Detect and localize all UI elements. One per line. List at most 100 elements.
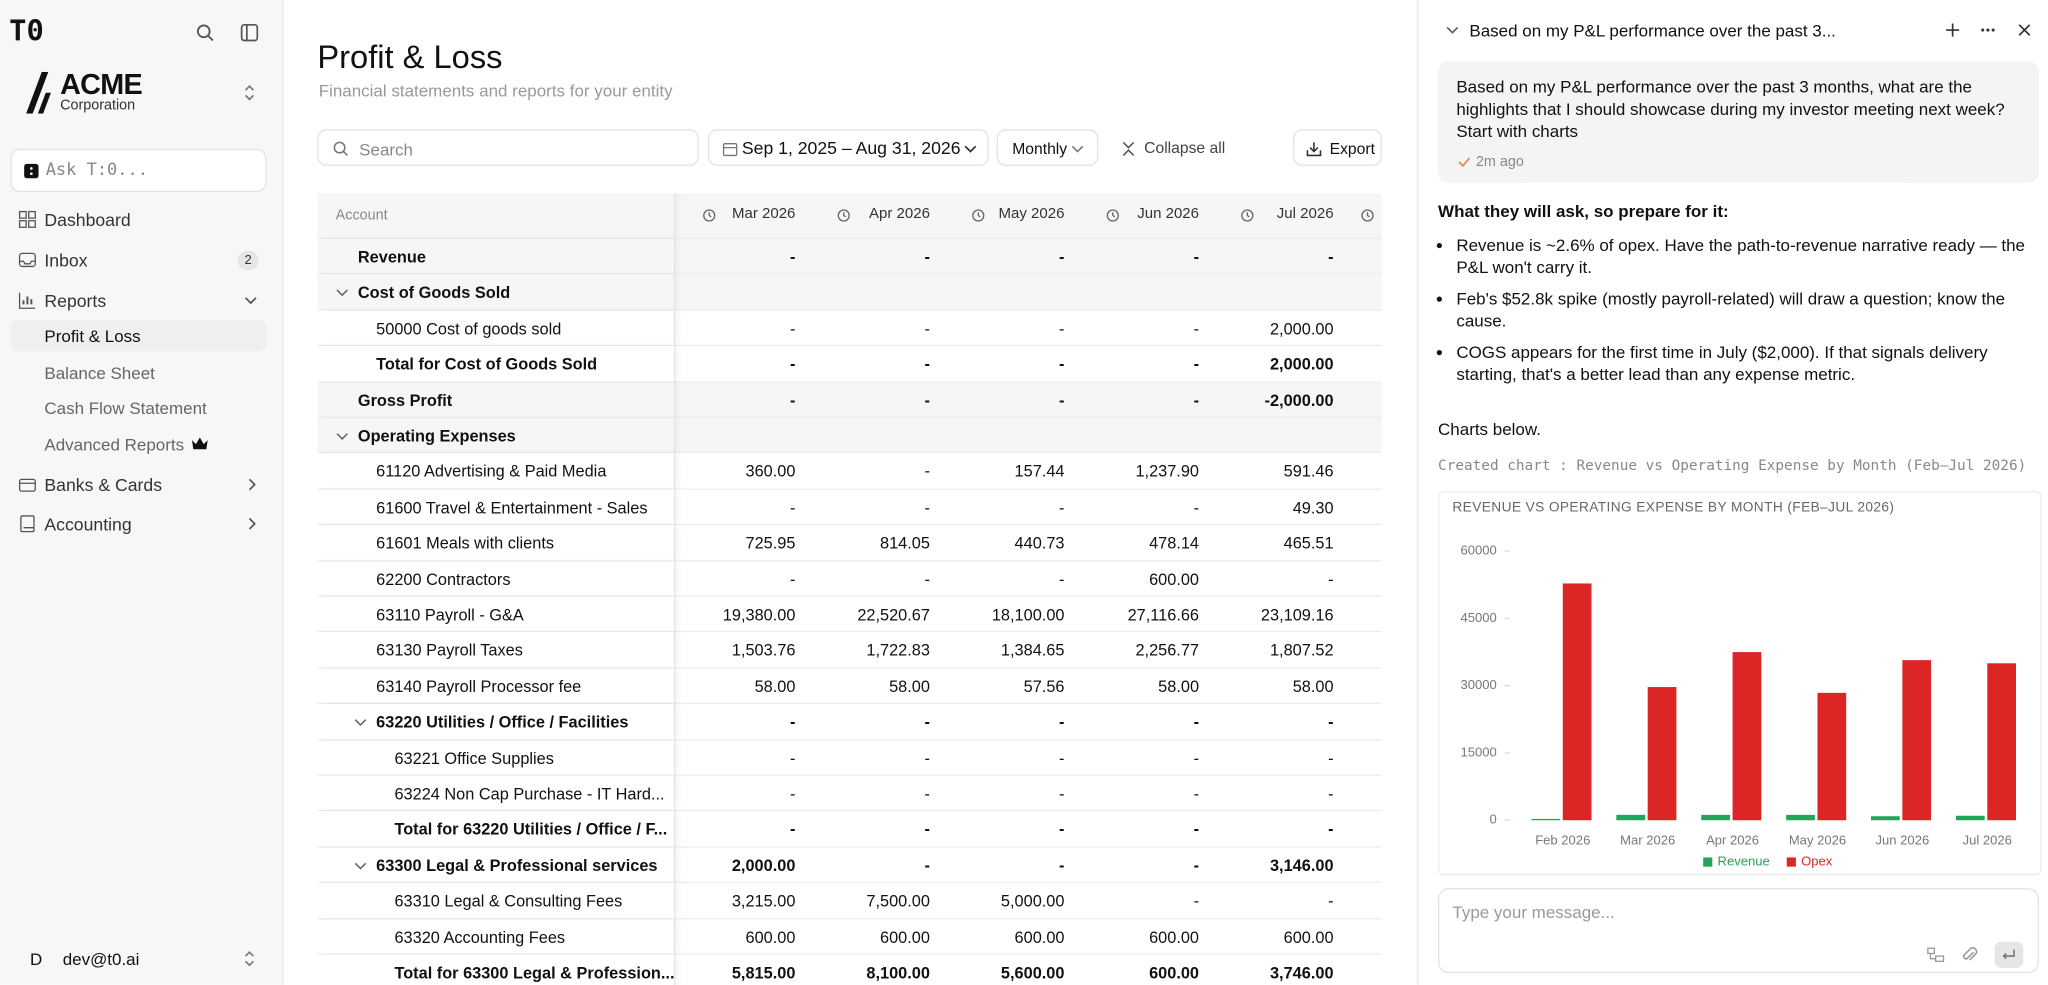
- export-button[interactable]: Export: [1293, 129, 1382, 166]
- panel-toggle[interactable]: [240, 23, 259, 42]
- account-label: 63221 Office Supplies: [394, 749, 554, 768]
- new-chat[interactable]: [1945, 22, 1961, 38]
- accounting-icon: [20, 515, 35, 533]
- more[interactable]: [1980, 22, 1996, 38]
- clock-face: [703, 209, 716, 222]
- value-cell: -: [1059, 856, 1065, 875]
- value-cell: -: [1328, 784, 1334, 804]
- value-cell: 5,600.00: [1000, 963, 1065, 983]
- search-icon: [333, 141, 348, 156]
- value-cell: 814.05: [880, 534, 930, 553]
- value-cell: 19,380.00: [722, 606, 796, 625]
- clock-icon: [1106, 209, 1119, 222]
- row-toggle[interactable]: [354, 860, 367, 870]
- value-cell: 7,500.00: [866, 892, 930, 911]
- account-label: 63310 Legal & Consulting Fees: [394, 892, 623, 911]
- search-box[interactable]: Search: [317, 129, 699, 166]
- account-label: 61601 Meals with clients: [376, 534, 555, 553]
- nav-subitem[interactable]: Cash Flow Statement: [44, 398, 207, 418]
- send-button[interactable]: [1994, 941, 2024, 968]
- value-cell: -: [1193, 248, 1200, 267]
- value-cell: 600.00: [1283, 928, 1334, 947]
- table-row: Total for 63220 Utilities / Office / F..…: [317, 811, 1382, 848]
- value-cell: 58.00: [754, 677, 796, 696]
- search-placeholder: Search: [359, 139, 413, 160]
- tools-icon[interactable]: [1927, 947, 1945, 963]
- value-cell: 600.00: [1149, 928, 1200, 947]
- pl-table: Account Mar 2026 Apr 2026 May 2026 Jun 2026 J…: [317, 193, 1382, 985]
- column-header: May 2026: [998, 206, 1065, 223]
- close[interactable]: [2017, 22, 2033, 38]
- table-row: 63220 Utilities / Office / Facilities - - -…: [317, 704, 1382, 741]
- nav-item[interactable]: Inbox: [44, 250, 88, 271]
- attach-icon[interactable]: [1962, 946, 1978, 964]
- value-cell: 600.00: [1149, 963, 1200, 983]
- table-row: Operating Expenses: [317, 417, 1382, 454]
- value-cell: -: [1059, 749, 1065, 768]
- value-cell: -2,000.00: [1264, 391, 1334, 410]
- value-cell: -: [1193, 713, 1200, 732]
- logo[interactable]: T0: [9, 15, 44, 49]
- value-cell: -: [924, 319, 930, 339]
- nav-subitem[interactable]: Profit & Loss: [44, 326, 141, 347]
- nav-item[interactable]: Dashboard: [44, 210, 131, 230]
- account-cell: Gross Profit: [317, 382, 676, 417]
- value-cell: 22,520.67: [857, 606, 930, 625]
- period-select[interactable]: Monthly: [996, 129, 1099, 166]
- value-cell: 1,237.90: [1135, 462, 1200, 482]
- date-range[interactable]: Sep 1, 2025 – Aug 31, 2026: [707, 129, 989, 166]
- value-cell: -: [1059, 498, 1065, 517]
- nav-subitem[interactable]: Advanced Reports: [44, 434, 185, 455]
- clock-hand: [1112, 212, 1116, 218]
- user-switch[interactable]: [243, 950, 256, 968]
- column-header: Apr 2026: [868, 206, 930, 223]
- account-cell: 61120 Advertising & Paid Media: [317, 453, 676, 489]
- value-cell: -: [1059, 784, 1065, 804]
- account-cell: 61601 Meals with clients: [317, 525, 676, 560]
- tool-call[interactable]: Created chart : Revenue vs Operating Exp…: [1438, 457, 2026, 474]
- ask-box[interactable]: Ask T:0...: [10, 148, 267, 192]
- chevron[interactable]: [1446, 25, 1459, 35]
- org-switch[interactable]: [243, 84, 256, 102]
- account-label: 63130 Payroll Taxes: [376, 641, 523, 661]
- value-cell: -: [1059, 570, 1065, 589]
- value-cell: -: [1193, 749, 1200, 768]
- user-email[interactable]: dev@t0.ai: [62, 949, 140, 970]
- nav-subitem[interactable]: Balance Sheet: [44, 363, 155, 383]
- collapse-all[interactable]: Collapse all: [1144, 138, 1226, 157]
- table-row: 63224 Non Cap Purchase - IT Hard... - - - - -: [317, 775, 1382, 812]
- message-input[interactable]: Type your message...: [1438, 888, 2039, 974]
- search-icon[interactable]: [196, 24, 214, 42]
- account-label: 61120 Advertising & Paid Media: [376, 462, 607, 482]
- value-cell: -: [1059, 820, 1065, 840]
- account-label: Cost of Goods Sold: [357, 283, 511, 303]
- value-cell: -: [1059, 713, 1065, 732]
- nav-item[interactable]: Accounting: [44, 514, 132, 535]
- tool-label: Created chart: [1438, 457, 1551, 475]
- value-cell: -: [924, 749, 930, 768]
- nav-item[interactable]: Banks & Cards: [44, 475, 163, 496]
- value-cell: -: [924, 498, 930, 517]
- account-cell: Operating Expenses: [317, 417, 676, 453]
- clock-face: [1361, 209, 1374, 222]
- account-label: 63110 Payroll - G&A: [376, 606, 524, 625]
- value-cell: 440.73: [1014, 534, 1065, 553]
- table-row: Gross Profit - - - - -2,000.00: [317, 382, 1382, 418]
- value-cell: 58.00: [889, 677, 930, 696]
- nav-item[interactable]: Reports: [44, 291, 107, 311]
- y-tick-label: 45000: [1461, 610, 1497, 625]
- clock-hand: [843, 212, 847, 218]
- row-toggle[interactable]: [336, 431, 349, 441]
- value-cell: -: [789, 570, 796, 589]
- row-toggle[interactable]: [354, 717, 367, 727]
- collapse-icon: [1122, 141, 1135, 156]
- answer-closing: Charts below.: [1438, 419, 1541, 439]
- x-tick-label: Feb 2026: [1535, 833, 1590, 848]
- clock-icon: [1361, 209, 1374, 222]
- clock-hand: [977, 212, 981, 218]
- row-toggle[interactable]: [336, 288, 349, 298]
- question: Based on my P&L performance over the pas…: [1456, 77, 2005, 142]
- clock-icon: [1241, 209, 1254, 222]
- tool-separator: :: [1559, 457, 1568, 475]
